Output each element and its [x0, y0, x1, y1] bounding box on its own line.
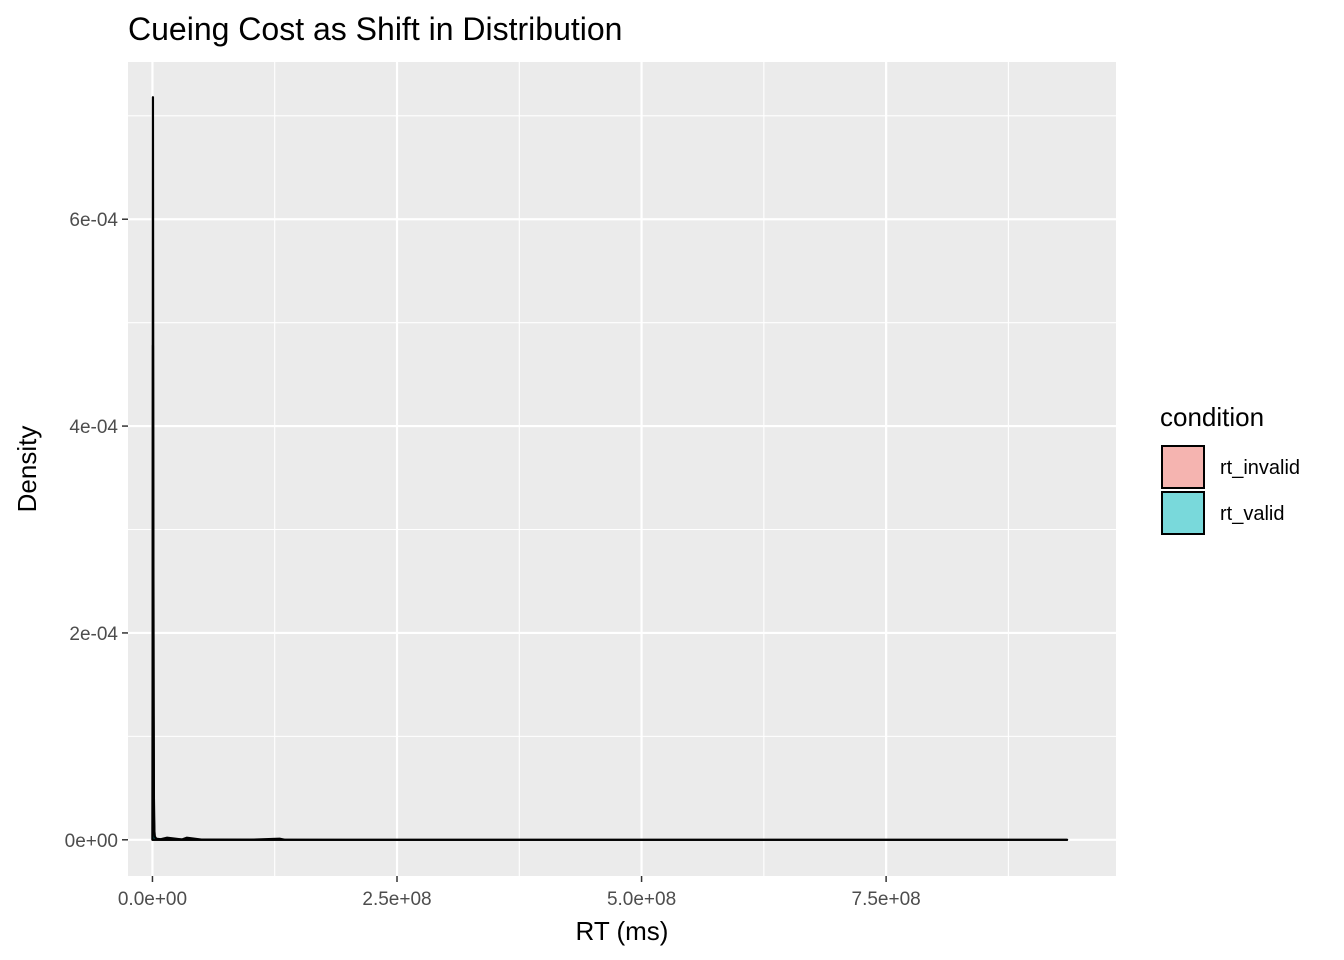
y-tick-label: 2e-04 — [69, 624, 118, 645]
x-tick-label: 5.0e+08 — [607, 889, 676, 910]
x-axis-title: RT (ms) — [576, 916, 669, 946]
density-series — [151, 96, 1069, 841]
legend-label-rt_invalid: rt_invalid — [1220, 457, 1300, 479]
legend-label-rt_valid: rt_valid — [1220, 503, 1284, 525]
density-curve-rt_valid — [151, 96, 1069, 841]
legend-title: condition — [1160, 402, 1264, 432]
y-axis-title: Density — [12, 426, 42, 513]
x-tick-label: 0.0e+00 — [118, 889, 187, 910]
legend-swatch-rt_valid — [1161, 491, 1205, 535]
chart-title: Cueing Cost as Shift in Distribution — [128, 11, 622, 47]
y-tick-label: 4e-04 — [69, 417, 118, 438]
x-tick-label: 7.5e+08 — [852, 889, 921, 910]
y-tick-label: 0e+00 — [65, 831, 118, 852]
y-tick-label: 6e-04 — [69, 210, 118, 231]
legend-swatch-rt_invalid — [1161, 445, 1205, 489]
x-tick-label: 2.5e+08 — [362, 889, 431, 910]
minor-gridlines — [128, 62, 1116, 876]
x-axis: 0.0e+00 2.5e+08 5.0e+08 7.5e+08 — [118, 876, 921, 910]
y-axis: 0e+00 2e-04 4e-04 6e-04 — [65, 210, 128, 852]
legend: condition rt_invalid rt_valid — [1160, 402, 1300, 535]
plot-panel — [128, 62, 1116, 876]
